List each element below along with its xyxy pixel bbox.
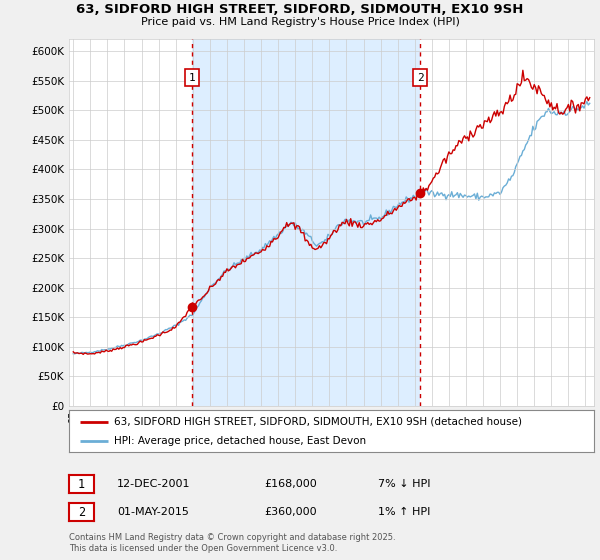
Text: 1: 1: [78, 478, 85, 491]
Text: 2: 2: [78, 506, 85, 519]
Text: 7% ↓ HPI: 7% ↓ HPI: [378, 479, 431, 489]
Text: 12-DEC-2001: 12-DEC-2001: [117, 479, 191, 489]
Bar: [192, 39, 421, 406]
Text: 1: 1: [188, 73, 196, 83]
Text: Contains HM Land Registry data © Crown copyright and database right 2025.
This d: Contains HM Land Registry data © Crown c…: [69, 533, 395, 553]
Text: Price paid vs. HM Land Registry's House Price Index (HPI): Price paid vs. HM Land Registry's House …: [140, 17, 460, 27]
Text: £168,000: £168,000: [264, 479, 317, 489]
Text: HPI: Average price, detached house, East Devon: HPI: Average price, detached house, East…: [113, 436, 366, 446]
Text: 01-MAY-2015: 01-MAY-2015: [117, 507, 189, 517]
Text: 63, SIDFORD HIGH STREET, SIDFORD, SIDMOUTH, EX10 9SH: 63, SIDFORD HIGH STREET, SIDFORD, SIDMOU…: [76, 3, 524, 16]
Text: 1% ↑ HPI: 1% ↑ HPI: [378, 507, 430, 517]
Text: 63, SIDFORD HIGH STREET, SIDFORD, SIDMOUTH, EX10 9SH (detached house): 63, SIDFORD HIGH STREET, SIDFORD, SIDMOU…: [113, 417, 521, 427]
Text: 2: 2: [417, 73, 424, 83]
Text: £360,000: £360,000: [264, 507, 317, 517]
